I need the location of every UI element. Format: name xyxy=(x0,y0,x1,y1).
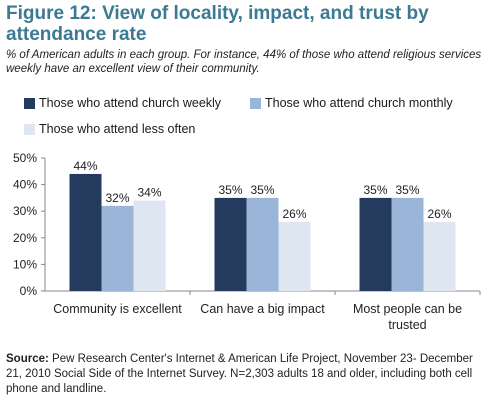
legend-swatch-monthly xyxy=(250,97,261,109)
y-tick-label: 20% xyxy=(13,231,37,245)
legend-label-monthly: Those who attend church monthly xyxy=(265,96,453,110)
bar-data-label: 26% xyxy=(282,207,306,221)
bar xyxy=(423,221,456,291)
bar-data-label: 26% xyxy=(427,207,451,221)
bar-data-label: 35% xyxy=(250,183,274,197)
legend-swatch-less-often xyxy=(24,123,35,135)
source-label: Source: xyxy=(6,353,49,365)
y-tick-label: 10% xyxy=(13,257,37,271)
bar-data-label: 35% xyxy=(363,183,387,197)
bar xyxy=(246,197,279,291)
y-tick-label: 50% xyxy=(13,151,37,165)
bar-data-label: 32% xyxy=(105,191,129,205)
bar-data-label: 34% xyxy=(137,186,161,200)
x-category-label: Community is excellent xyxy=(53,302,182,316)
chart-title: Figure 12: View of locality, impact, and… xyxy=(6,3,429,45)
bar-data-label: 44% xyxy=(73,159,97,173)
legend-label-weekly: Those who attend church weekly xyxy=(39,96,222,110)
x-category-label: trusted xyxy=(388,318,426,332)
bar-data-label: 35% xyxy=(395,183,419,197)
source-note: Source: Pew Research Center's Internet &… xyxy=(6,352,486,397)
bar xyxy=(69,173,102,291)
legend-swatch-weekly xyxy=(24,97,35,109)
bar xyxy=(214,197,247,291)
bar-chart: 0% 10% 20% 30% 40% 50% 44% 32% 34% Community is e… xyxy=(13,151,481,332)
bar-data-label: 35% xyxy=(218,183,242,197)
bar xyxy=(391,197,424,291)
chart-subtitle: % of American adults in each group. For … xyxy=(6,49,482,75)
legend-label-less-often: Those who attend less often xyxy=(39,122,196,136)
legend-item-monthly: Those who attend church monthly xyxy=(250,96,453,110)
x-category-label: Most people can be xyxy=(353,302,462,316)
bar xyxy=(359,197,392,291)
bar xyxy=(278,221,311,291)
bar xyxy=(133,200,166,291)
bar xyxy=(101,205,134,291)
y-tick-label: 30% xyxy=(13,204,37,218)
legend-item-less-often: Those who attend less often xyxy=(24,122,195,136)
y-tick-label: 0% xyxy=(20,284,38,298)
legend-item-weekly: Those who attend church weekly xyxy=(24,96,221,110)
source-text: Pew Research Center's Internet & America… xyxy=(6,353,473,395)
y-tick-label: 40% xyxy=(13,178,37,192)
x-category-label: Can have a big impact xyxy=(200,302,325,316)
